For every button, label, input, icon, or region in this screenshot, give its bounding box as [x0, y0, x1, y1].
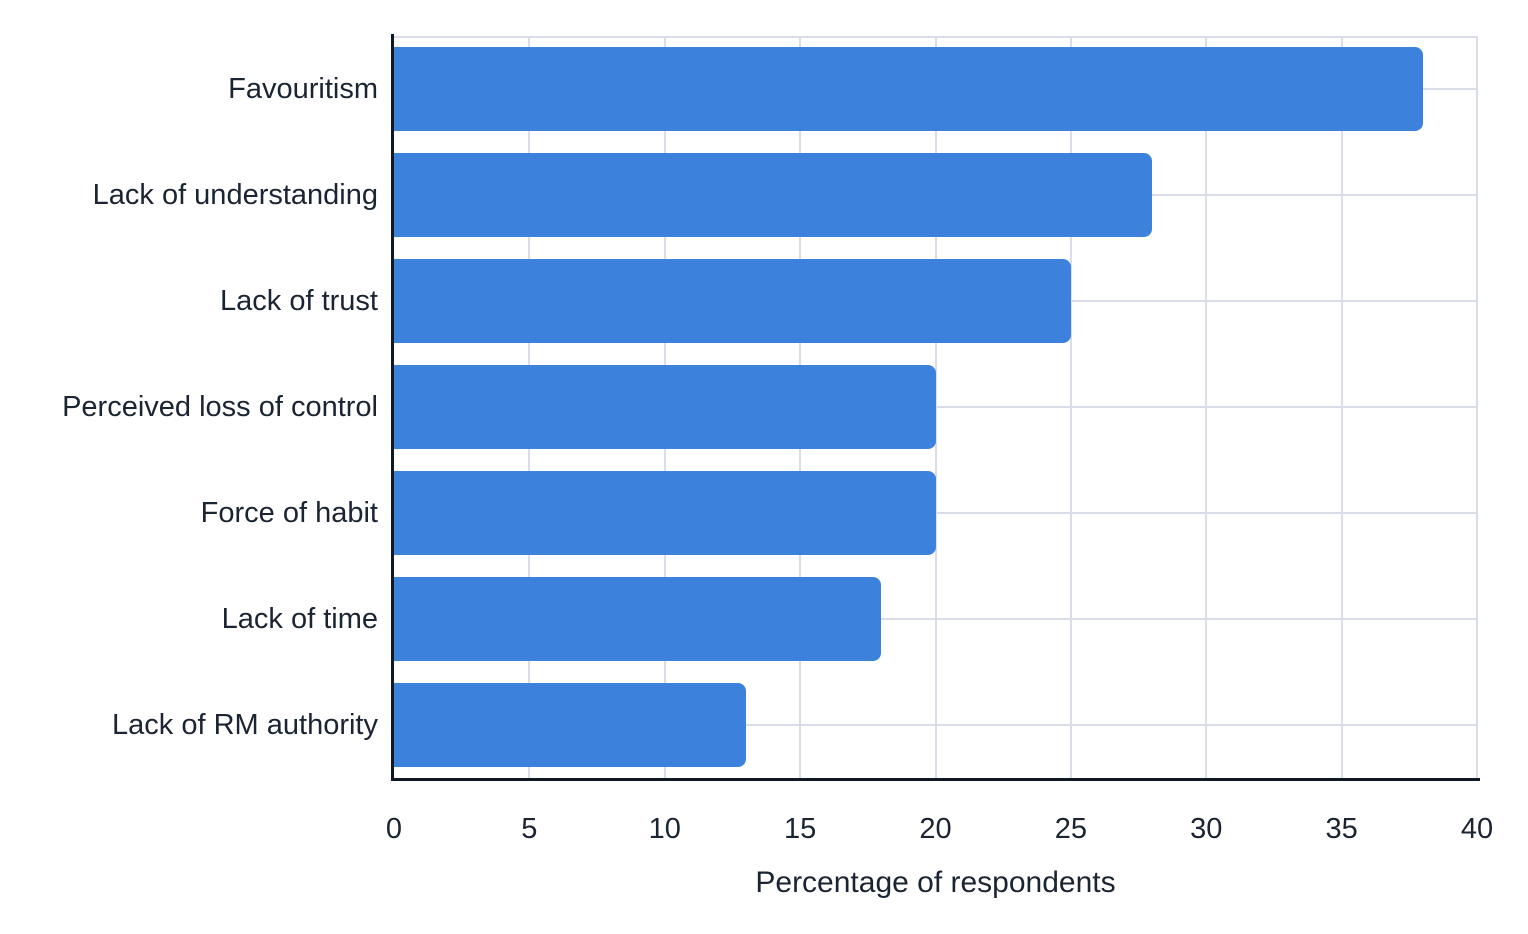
category-label: Lack of RM authority — [112, 708, 378, 741]
h-gridline — [394, 512, 1477, 514]
bar — [394, 259, 1071, 343]
bar — [394, 47, 1423, 131]
x-axis-line — [391, 778, 1480, 781]
x-tick-label: 15 — [783, 813, 817, 845]
category-label: Lack of trust — [220, 284, 378, 317]
category-label: Force of habit — [200, 496, 378, 529]
x-tick-label: 35 — [1325, 813, 1358, 845]
h-gridline — [394, 406, 1477, 408]
h-gridline — [394, 724, 1477, 726]
x-tick-label: 5 — [521, 813, 538, 845]
y-axis-line — [391, 34, 394, 781]
category-label: Lack of time — [221, 602, 378, 635]
x-tick-label: 30 — [1190, 813, 1223, 845]
plot-area — [394, 36, 1478, 778]
category-label: Favouritism — [228, 72, 378, 105]
bar — [394, 153, 1153, 237]
x-axis-title: Percentage of respondents — [755, 866, 1116, 899]
bar — [394, 365, 936, 449]
h-gridline — [394, 618, 1477, 620]
x-tick-label: 25 — [1054, 813, 1088, 845]
category-label: Lack of understanding — [92, 178, 378, 211]
v-gridline — [1476, 36, 1478, 778]
x-tick-label: 0 — [385, 813, 403, 845]
x-tick-label: 40 — [1460, 813, 1494, 845]
bar — [394, 683, 746, 767]
bar — [394, 471, 936, 555]
x-tick-label: 10 — [648, 813, 681, 845]
x-axis-ticks: 0 5 10 15 20 25 30 35 40 — [0, 812, 1528, 848]
category-axis: Favouritism Lack of understanding Lack of … — [0, 36, 378, 778]
category-label: Perceived loss of control — [62, 390, 378, 423]
x-tick-label: 20 — [919, 813, 952, 845]
bar — [394, 577, 882, 661]
